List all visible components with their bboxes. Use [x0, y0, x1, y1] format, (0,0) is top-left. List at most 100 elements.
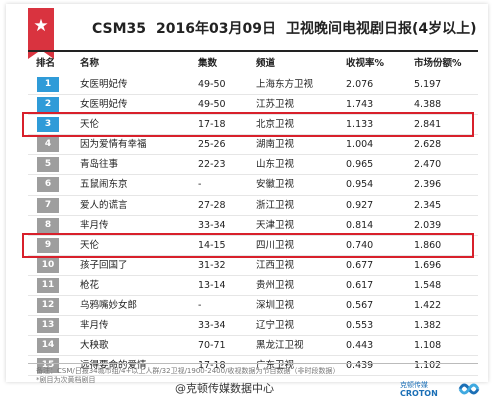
rank-badge: 3	[37, 117, 59, 133]
rank-badge: 8	[37, 217, 59, 233]
rating-value: 2.076	[346, 79, 374, 90]
rank-badge: 1	[37, 77, 59, 92]
ratings-table-body: 1 女医明妃传 49-50 上海东方卫视 2.076 5.197 2 女医明妃传 49-50 江苏…	[28, 75, 478, 377]
channel: 安徽卫视	[256, 179, 295, 191]
rating-value: 0.443	[346, 340, 374, 352]
rating-value: 1.743	[346, 99, 374, 111]
rating-value: 1.133	[346, 119, 374, 131]
ribbon-badge: ★	[28, 8, 54, 59]
table-row: 7 爱人的谎言 27-28 浙江卫视 0.927 2.345	[28, 196, 478, 216]
episodes: -	[198, 300, 202, 312]
program-name: 女医明妃传	[80, 99, 128, 111]
channel: 天津卫视	[256, 219, 295, 231]
rating-value: 0.617	[346, 279, 374, 291]
column-header-episodes: 集数	[198, 58, 218, 69]
rating-value: 0.439	[346, 360, 374, 372]
episodes: 27-28	[198, 199, 226, 211]
table-row: 3 天伦 17-18 北京卫视 1.133 2.841	[28, 115, 478, 136]
table-row: 8 芈月传 33-34 天津卫视 0.814 2.039	[28, 216, 478, 236]
title-date: 2016年03月09日	[156, 21, 276, 37]
title-source: CSM35	[92, 21, 147, 37]
episodes: 25-26	[198, 139, 226, 151]
logo-text-cn: 克顿传媒	[400, 381, 428, 389]
table-row: 11 枪花 13-14 贵州卫视 0.617 1.548	[28, 276, 478, 297]
footer-note-secondary: *剧目为次黄档剧目	[36, 376, 96, 384]
footer-divider	[28, 363, 478, 364]
rank-badge: 6	[37, 177, 59, 193]
rank-badge: 14	[37, 338, 59, 354]
column-header-name: 名称	[80, 58, 100, 69]
channel: 江西卫视	[256, 259, 295, 271]
column-header-share: 市场份额%	[414, 58, 462, 69]
croton-logo-icon	[458, 383, 480, 395]
table-row: 10 孩子回国了 31-32 江西卫视 0.677 1.696	[28, 256, 478, 276]
program-name: 五鼠闹东京	[80, 179, 128, 191]
share-value: 2.470	[414, 159, 442, 171]
program-name: 芈月传	[80, 320, 109, 332]
share-value: 2.841	[414, 119, 442, 131]
rank-badge: 2	[37, 97, 59, 113]
table-row: 15 远得要命的爱情 17-18 广东卫视 0.439 1.102	[28, 356, 478, 377]
episodes: 33-34	[198, 320, 226, 332]
rank-badge: 5	[37, 157, 59, 173]
ratings-report-card: ★ CSM35 2016年03月09日 卫视晚间电视剧日报(4岁以上) 排名 名称 …	[6, 4, 488, 384]
rating-value: 0.740	[346, 239, 374, 251]
table-row: 4 因为爱情有幸福 25-26 湖南卫视 1.004 2.628	[28, 135, 478, 156]
croton-logo: 克顿传媒 CROTON	[400, 378, 480, 400]
table-row: 1 女医明妃传 49-50 上海东方卫视 2.076 5.197	[28, 75, 478, 96]
channel: 北京卫视	[256, 119, 295, 131]
column-header-rank: 排名	[36, 58, 56, 69]
channel: 贵州卫视	[256, 279, 295, 291]
rating-value: 0.553	[346, 320, 374, 332]
table-row: 12 乌鸦嘴妙女郎 - 深圳卫视 0.567 1.422	[28, 296, 478, 317]
program-name: 远得要命的爱情	[80, 360, 147, 372]
program-name: 孩子回国了	[80, 259, 128, 271]
program-name: 因为爱情有幸福	[80, 139, 147, 151]
share-value: 4.388	[414, 99, 442, 111]
channel: 江苏卫视	[256, 99, 295, 111]
table-row: 13 芈月传 33-34 辽宁卫视 0.553 1.382	[28, 316, 478, 337]
report-title: CSM35 2016年03月09日 卫视晚间电视剧日报(4岁以上)	[92, 18, 487, 42]
channel: 浙江卫视	[256, 199, 295, 211]
rank-badge: 11	[37, 277, 59, 293]
column-header-channel: 频道	[256, 58, 276, 69]
rating-value: 0.927	[346, 199, 374, 211]
rating-value: 0.965	[346, 159, 374, 171]
rating-value: 0.954	[346, 179, 374, 191]
episodes: 31-32	[198, 259, 226, 271]
star-icon: ★	[33, 16, 49, 36]
program-name: 青岛往事	[80, 159, 119, 171]
episodes: -	[198, 179, 202, 191]
episodes: 49-50	[198, 99, 226, 111]
channel: 湖南卫视	[256, 139, 295, 151]
footer-note: 备注：CSM/日报34城市组/4+以上人群/32卫视/1900-2400/收视数…	[36, 367, 340, 375]
share-value: 1.548	[414, 279, 442, 291]
program-name: 大秧歌	[80, 340, 109, 352]
share-value: 2.628	[414, 139, 442, 151]
rating-value: 1.004	[346, 139, 374, 151]
channel: 黑龙江卫视	[256, 340, 304, 352]
table-row: 6 五鼠闹东京 - 安徽卫视 0.954 2.396	[28, 175, 478, 196]
episodes: 49-50	[198, 79, 226, 90]
table-row: 2 女医明妃传 49-50 江苏卫视 1.743 4.388	[28, 95, 478, 116]
table-row: 9 天伦 14-15 四川卫视 0.740 1.860	[28, 236, 478, 256]
column-header-rating: 收视率%	[346, 58, 385, 69]
share-value: 1.696	[414, 259, 442, 271]
program-name: 乌鸦嘴妙女郎	[80, 300, 138, 312]
episodes: 33-34	[198, 219, 226, 231]
program-name: 天伦	[80, 119, 100, 131]
channel: 广东卫视	[256, 360, 295, 372]
share-value: 1.382	[414, 320, 442, 332]
header-divider	[28, 50, 478, 52]
title-text: 卫视晚间电视剧日报(4岁以上)	[285, 21, 477, 37]
share-value: 2.396	[414, 179, 442, 191]
table-header: 排名 名称 集数 频道 收视率% 市场份额%	[28, 54, 478, 74]
rank-badge: 13	[37, 318, 59, 334]
share-value: 2.039	[414, 219, 442, 231]
channel: 四川卫视	[256, 239, 295, 251]
episodes: 17-18	[198, 360, 226, 372]
program-name: 女医明妃传	[80, 79, 128, 90]
program-name: 芈月传	[80, 219, 109, 231]
share-value: 2.345	[414, 199, 442, 211]
rank-badge: 7	[37, 197, 59, 213]
